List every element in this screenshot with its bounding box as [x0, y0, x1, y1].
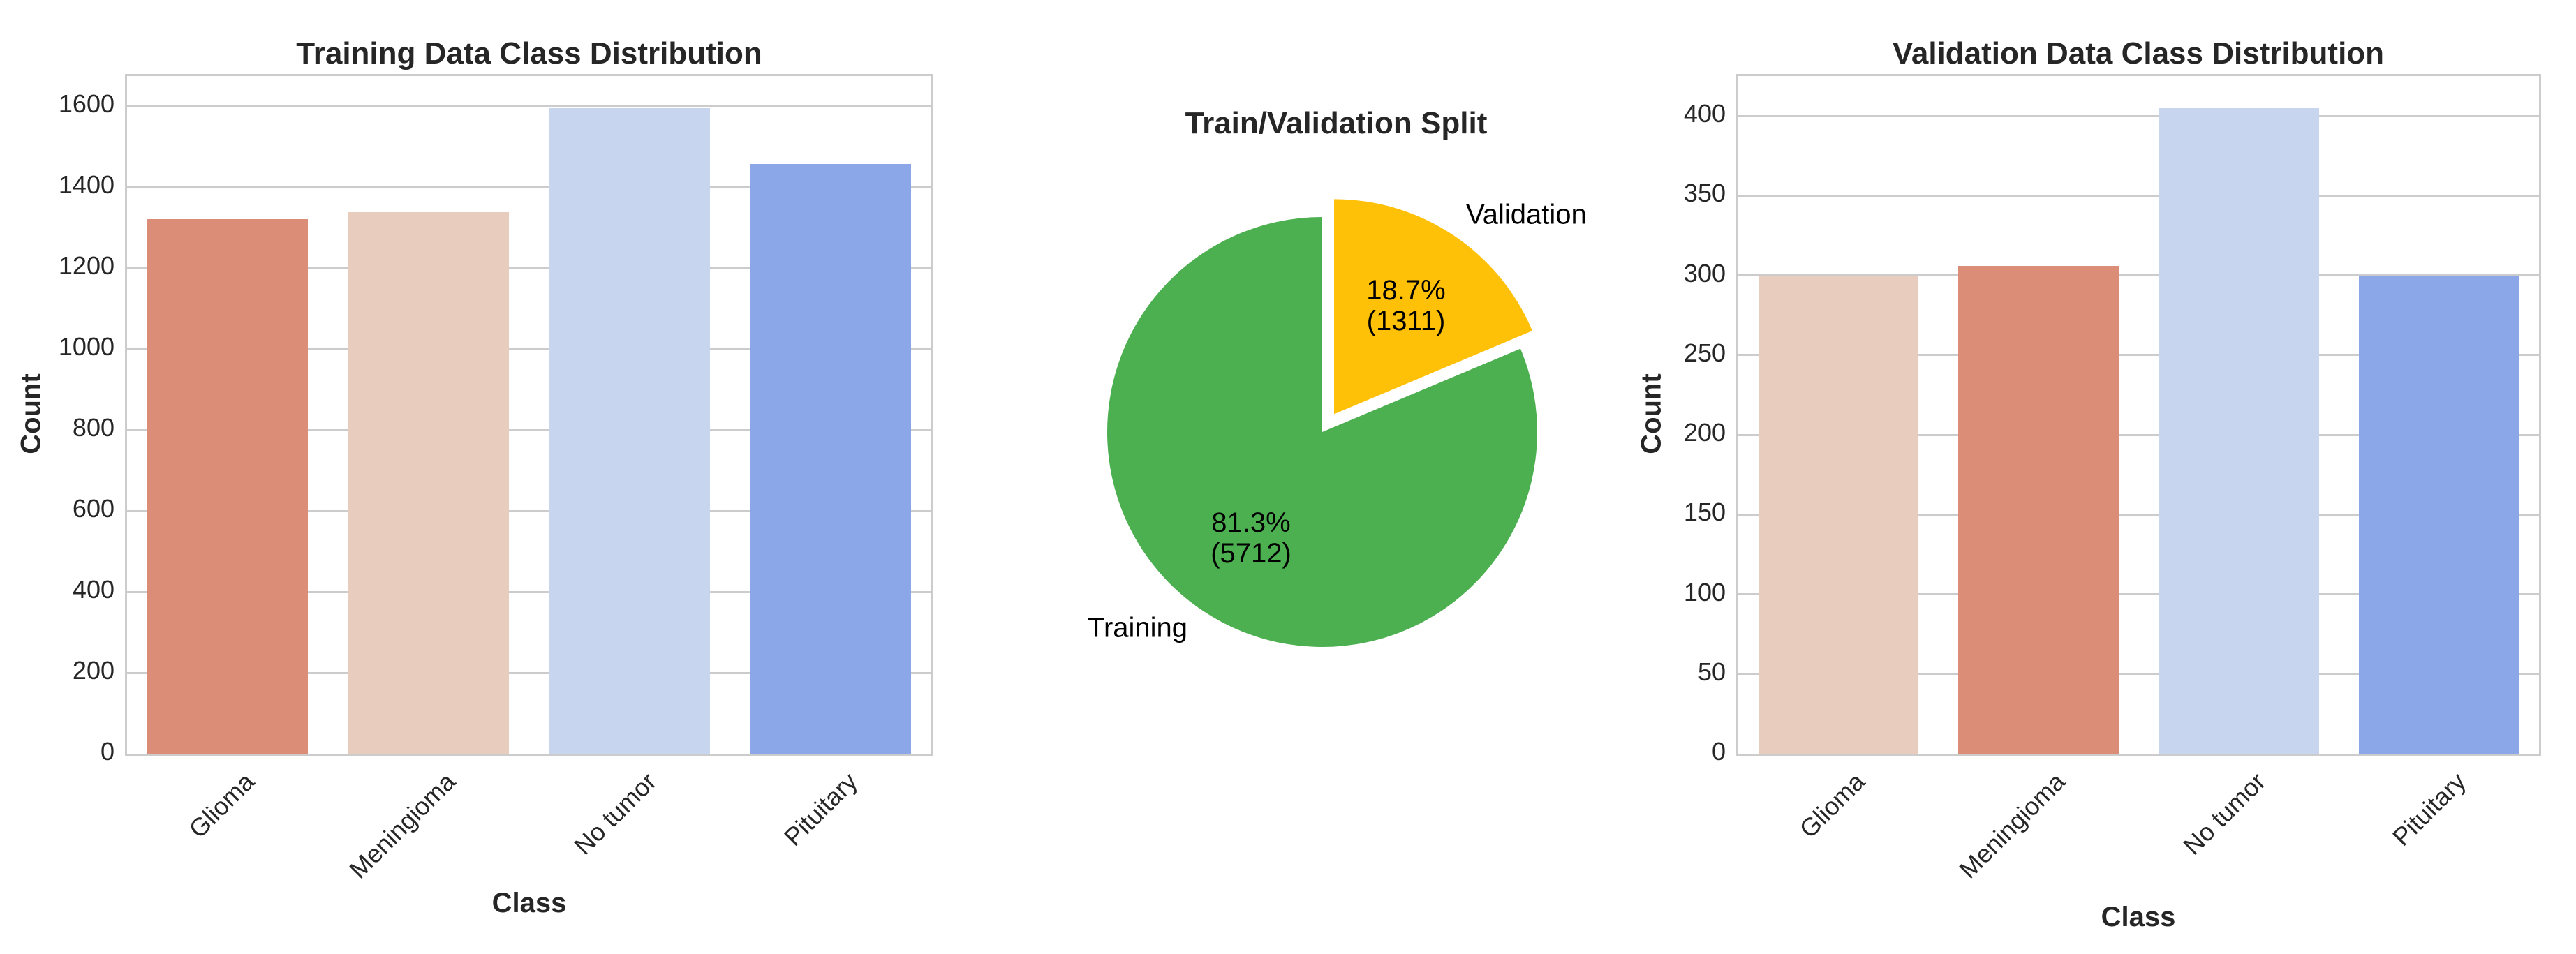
training-bar-meningioma: [348, 211, 510, 754]
training-bar-glioma: [147, 219, 309, 754]
validation-x-tick-label: No tumor: [2177, 767, 2271, 860]
training-gridline: [127, 590, 931, 593]
validation-x-tick-label: Glioma: [1793, 767, 1871, 844]
training-slice-label: Training: [1088, 612, 1188, 643]
training-gridline: [127, 428, 931, 431]
training-x-tick-label: No tumor: [568, 767, 662, 860]
training-gridline: [127, 105, 931, 107]
validation-gridline: [1738, 114, 2539, 117]
validation-gridline: [1738, 194, 2539, 197]
training-bar-pituitary: [750, 164, 912, 754]
validation-y-tick-label: 50: [1697, 657, 1726, 686]
validation-y-tick-label: 100: [1683, 577, 1726, 606]
validation-gridline: [1738, 354, 2539, 357]
validation-y-tick-label: 400: [1683, 99, 1726, 128]
validation-bar-pituitary: [2358, 275, 2519, 754]
validation-bar-no-tumor: [2159, 107, 2319, 754]
training-y-tick-label: 600: [72, 494, 114, 523]
validation-gridline: [1738, 513, 2539, 516]
training-y-tick-label: 1000: [58, 332, 114, 362]
training-gridline: [127, 671, 931, 674]
training-y-tick-label: 0: [100, 737, 114, 766]
validation-slice-value: 18.7% (1311): [1366, 275, 1445, 336]
training-y-tick-label: 800: [72, 413, 114, 442]
validation-gridline: [1738, 593, 2539, 596]
training-gridline: [127, 267, 931, 269]
validation-x-axis-label: Class: [2101, 902, 2176, 932]
training-slice: [1107, 217, 1537, 647]
training-y-tick-label: 400: [72, 575, 114, 604]
training-x-tick-label: Glioma: [183, 767, 260, 844]
validation-gridline: [1738, 433, 2539, 436]
validation-chart-title: Validation Data Class Distribution: [1892, 36, 2385, 70]
validation-x-tick-label: Pituitary: [2386, 767, 2471, 851]
training-gridline: [127, 348, 931, 350]
training-plot-area: [125, 74, 933, 756]
training-x-tick-label: Pituitary: [778, 767, 863, 851]
training-y-tick-label: 200: [72, 656, 114, 685]
training-chart-title: Training Data Class Distribution: [296, 36, 762, 70]
training-x-tick-label: Meningioma: [343, 767, 461, 884]
validation-y-tick-label: 300: [1683, 258, 1726, 288]
training-percent: 81.3%: [1211, 507, 1291, 538]
training-gridline: [127, 509, 931, 512]
pie-chart-title: Train/Validation Split: [1185, 106, 1488, 140]
validation-bar-meningioma: [1958, 265, 2119, 754]
training-x-axis-label: Class: [491, 888, 567, 918]
validation-bar-glioma: [1758, 275, 1919, 754]
validation-y-tick-label: 350: [1683, 179, 1726, 208]
validation-y-tick-label: 0: [1711, 737, 1726, 766]
validation-gridline: [1738, 274, 2539, 277]
validation-x-tick-label: Meningioma: [1953, 767, 2071, 884]
training-y-tick-label: 1400: [58, 170, 114, 200]
validation-percent: 18.7%: [1366, 275, 1446, 306]
validation-slice-label: Validation: [1466, 199, 1587, 230]
validation-y-tick-label: 250: [1683, 338, 1726, 367]
training-count: (5712): [1211, 538, 1291, 569]
validation-plot-area: [1736, 74, 2541, 756]
training-y-tick-label: 1200: [58, 251, 114, 281]
validation-y-tick-label: 150: [1683, 498, 1726, 527]
pie-graphic: [1107, 199, 1537, 647]
validation-y-tick-label: 200: [1683, 418, 1726, 447]
validation-slice: [1334, 199, 1532, 415]
validation-gridline: [1738, 673, 2539, 676]
validation-count: (1311): [1366, 306, 1446, 336]
training-gridline: [127, 186, 931, 188]
training-y-tick-label: 1600: [58, 89, 114, 119]
training-slice-value: 81.3% (5712): [1211, 507, 1291, 569]
training-bar-no-tumor: [549, 108, 711, 754]
